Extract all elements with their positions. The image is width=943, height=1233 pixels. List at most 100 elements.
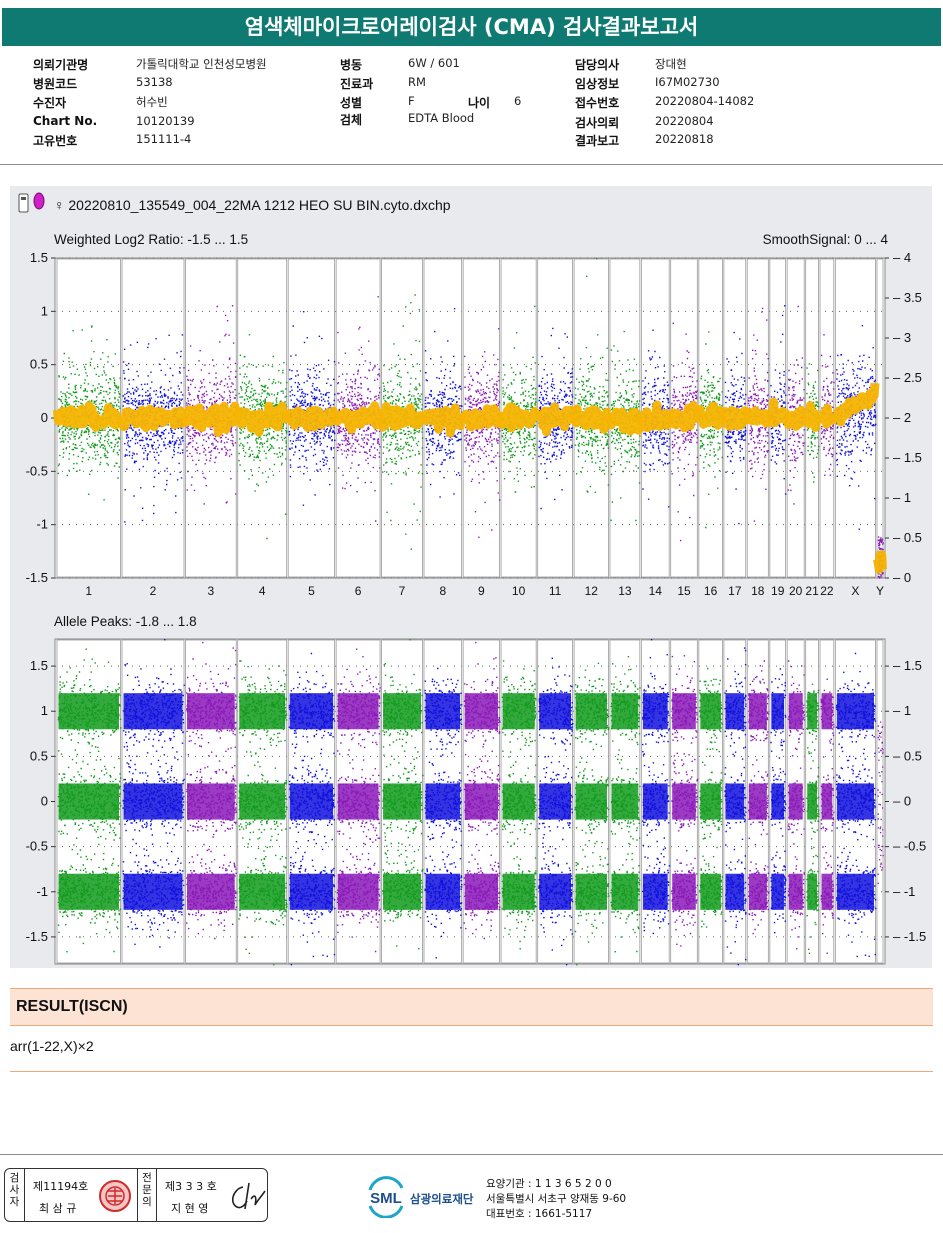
allele-scatter <box>538 657 574 966</box>
smooth-signal-line <box>497 402 540 433</box>
y-tick-label: -1 <box>36 884 48 899</box>
y-tick-label: 0.5 <box>30 748 48 763</box>
smooth-signal-line <box>831 382 880 427</box>
right-tick-label: – 1 <box>893 490 911 505</box>
y-tick-label: 1 <box>41 703 48 718</box>
info-row: 고유번호 151111-4 결과보고 20220818 <box>0 132 943 150</box>
top-panel-title: Weighted Log2 Ratio: -1.5 ... 1.5 <box>54 232 248 247</box>
y-tick-label: -0.5 <box>26 839 48 854</box>
hospital-code-label: 병원코드 <box>33 77 78 91</box>
allele-scatter <box>501 660 538 950</box>
smooth-signal-line <box>377 401 427 432</box>
cytoscan-chart: ♀ 20220810_135549_004_22MA 1212 HEO SU B… <box>18 192 926 966</box>
right-tick-label: – 1 <box>893 703 911 718</box>
chromosome-label-14: 14 <box>649 584 663 598</box>
org-phone: 대표번호 : 1661-5117 <box>486 1208 593 1220</box>
allele-band <box>539 873 572 910</box>
report-date-label: 결과보고 <box>575 134 620 148</box>
chromosome-boundary <box>56 639 121 964</box>
smooth-signal-line <box>802 401 822 432</box>
allele-scatter <box>877 721 884 884</box>
chromosome-label-11: 11 <box>549 584 562 598</box>
info-row: Chart No. 10120139 검체 EDTA Blood 검사의뢰 20… <box>0 111 943 132</box>
chromosome-9-allele-points <box>463 641 501 940</box>
age-value: 6 <box>514 94 522 108</box>
chromosome-13-allele-points <box>610 656 641 953</box>
allele-scatter <box>642 639 671 935</box>
smooth-signal-line <box>783 405 808 431</box>
allele-scatter <box>724 647 747 966</box>
unique-no-value: 151111-4 <box>136 132 192 146</box>
right-tick-label: – 3 <box>893 330 911 345</box>
chromosome-label-1: 1 <box>85 584 92 598</box>
info-row: 의뢰기관명 가톨릭대학교 인천성모병원 병동 6W / 601 담당의사 장대현 <box>0 56 943 74</box>
allele-band <box>289 693 334 730</box>
chromosome-boundary <box>537 639 573 964</box>
specimen-label: 검체 <box>340 113 363 127</box>
inspector-seal <box>99 1180 131 1212</box>
chromosome-21-log2-points <box>806 363 820 483</box>
y-tick-label: 1 <box>41 303 48 318</box>
allele-scatter <box>122 639 185 948</box>
allele-scatter <box>238 660 288 966</box>
chromosome-label-X: X <box>851 584 859 598</box>
smooth-signal-line <box>233 401 291 437</box>
chromosome-label-13: 13 <box>618 584 632 598</box>
chromosome-X-log2-points <box>835 325 877 530</box>
inspector-name: 최 삼 규 <box>39 1202 77 1215</box>
allele-band <box>672 783 696 820</box>
chromosome-boundary <box>573 639 609 964</box>
smooth-signal-line <box>666 400 702 433</box>
chromosome-4-allele-points <box>238 660 288 966</box>
chromosome-21-allele-points <box>806 683 820 954</box>
patient-value: 허수빈 <box>136 95 168 109</box>
right-tick-label: – 2 <box>893 410 911 425</box>
chromosome-3-log2-points <box>186 305 237 505</box>
chromosome-boundary <box>786 639 805 964</box>
chromosome-22-allele-points <box>820 678 835 954</box>
log2-scatter <box>424 308 463 498</box>
chromosome-label-20: 20 <box>789 584 803 598</box>
right-tick-label: – 0.5 <box>893 748 922 763</box>
chromosome-label-2: 2 <box>150 584 157 598</box>
allele-scatter <box>336 648 381 953</box>
chromosome-boundary <box>500 639 537 964</box>
right-tick-label: – 3.5 <box>893 290 922 305</box>
chromosome-19-allele-points <box>770 668 787 934</box>
info-row: 병원코드 53138 진료과 RM 임상정보 I67M02730 <box>0 75 943 93</box>
chromosome-20-allele-points <box>787 660 806 950</box>
y-tick-label: 0 <box>41 794 48 809</box>
org-address: 서울특별시 서초구 양재동 9-60 <box>486 1193 627 1205</box>
smooth-signal-line <box>765 397 790 428</box>
chromosome-boundary <box>237 639 288 964</box>
hospital-code-value: 53138 <box>136 75 173 89</box>
chromosome-boundary <box>185 639 237 964</box>
result-iscn-value: arr(1-22,X)×2 <box>10 1038 94 1054</box>
chart-no-label: Chart No. <box>33 114 98 128</box>
chromosome-label-18: 18 <box>751 584 765 598</box>
bottom-panel-title: Allele Peaks: -1.8 ... 1.8 <box>54 614 197 629</box>
chromosome-7-allele-points <box>382 639 424 950</box>
right-tick-label: – 4 <box>893 250 911 265</box>
y-tick-label: 1.5 <box>30 658 48 673</box>
chromosome-10-allele-points <box>501 660 538 950</box>
chromosome-label-Y: Y <box>876 584 884 598</box>
allele-scatter <box>806 683 820 954</box>
ward-value: 6W / 601 <box>408 56 460 70</box>
chromosome-16-log2-points <box>699 331 724 529</box>
request-date-value: 20220804 <box>655 114 714 128</box>
inspector-vlabel: 검사자 <box>9 1172 20 1208</box>
allele-peaks-panel: 1.5 1 0.5 0 -0.5 -1 -1.5 – 1.5 – 1 – 0.5 – 0 – -0.5… <box>26 638 926 966</box>
allele-band <box>836 693 874 730</box>
chromosome-boundary <box>746 639 769 964</box>
right-tick-label: – 0 <box>893 570 911 585</box>
chromosome-11-allele-points <box>538 657 574 966</box>
chromosome-label-19: 19 <box>771 584 785 598</box>
right-tick-label: – 1.5 <box>893 450 922 465</box>
chromosome-12-log2-points <box>574 258 610 493</box>
chromosome-label-12: 12 <box>585 584 599 598</box>
top-panel-right-title: SmoothSignal: 0 ... 4 <box>763 232 889 247</box>
clinical-info-value: I67M02730 <box>655 75 720 89</box>
unique-no-label: 고유번호 <box>33 134 78 148</box>
log2-scatter <box>463 328 501 538</box>
